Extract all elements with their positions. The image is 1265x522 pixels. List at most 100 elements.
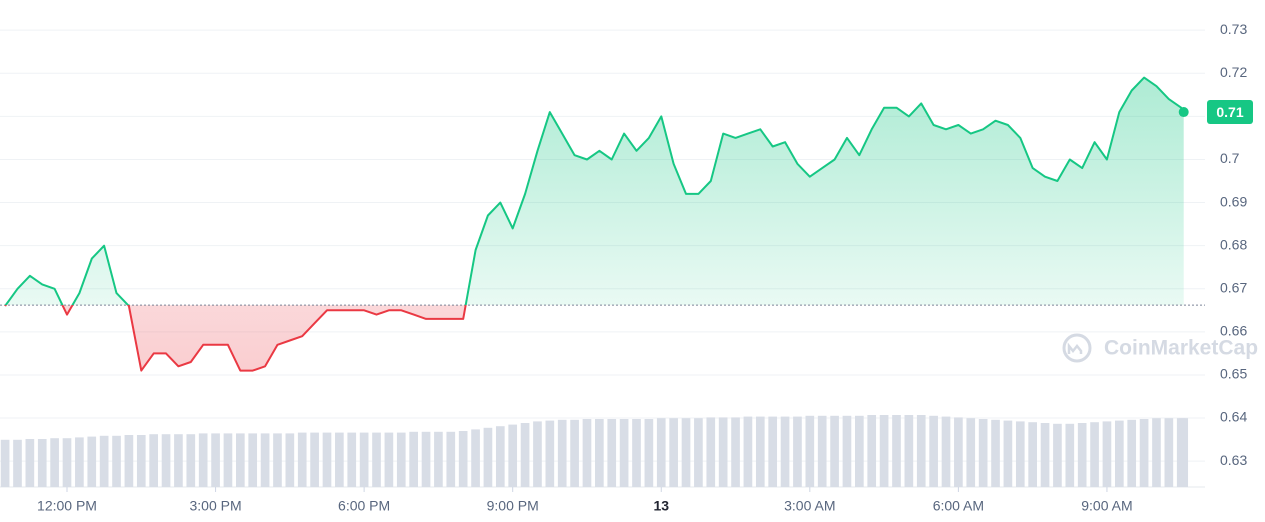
volume-bar [112, 435, 121, 487]
volume-bar [37, 439, 47, 487]
volume-bar [644, 419, 654, 487]
volume-bar [50, 438, 59, 487]
volume-bar [1164, 418, 1174, 487]
y-tick-label: 0.72 [1220, 64, 1247, 80]
volume-bar [743, 416, 753, 487]
volume-bar [656, 418, 666, 487]
volume-bar [409, 431, 418, 487]
volume-bar [681, 418, 691, 487]
volume-bar [1065, 423, 1075, 487]
volume-bar [186, 434, 196, 487]
volume-bar [273, 433, 282, 487]
x-tick-label: 6:00 AM [933, 498, 984, 514]
volume-bar [223, 433, 233, 487]
x-tick-label: 3:00 AM [784, 498, 835, 514]
volume-bar [731, 417, 740, 487]
volume-bar [396, 432, 406, 487]
volume-bar [557, 419, 567, 487]
volume-bar [1090, 422, 1099, 487]
x-tick-label: 9:00 AM [1081, 498, 1132, 514]
volume-bar [87, 436, 97, 487]
volume-bar [545, 420, 555, 487]
watermark-text: CoinMarketCap [1104, 337, 1258, 360]
volume-bar [755, 416, 765, 487]
volume-bar [780, 416, 790, 487]
volume-bar [372, 432, 381, 487]
y-tick-label: 0.65 [1220, 366, 1247, 382]
volume-bar [310, 432, 319, 487]
volume-bar [570, 419, 579, 487]
volume-bar [892, 415, 901, 487]
volume-bar [855, 415, 864, 487]
volume-bar [198, 433, 208, 487]
volume-bar [694, 418, 703, 487]
area-up [5, 77, 1184, 306]
volume-bar [793, 416, 802, 487]
volume-bar [458, 431, 468, 487]
x-tick-label: 3:00 PM [189, 498, 241, 514]
volume-bar [929, 415, 938, 487]
volume-bar [446, 431, 456, 487]
volume-bar [434, 431, 443, 487]
volume-bar [248, 433, 258, 487]
volume-bar [867, 415, 877, 487]
volume-bar [619, 419, 629, 487]
volume-bar [347, 432, 357, 487]
volume-bar [533, 421, 542, 487]
volume-bar [0, 439, 10, 487]
volume-bar [1077, 423, 1087, 487]
volume-bar [1003, 420, 1013, 487]
volume-bar [1053, 423, 1062, 487]
volume-bar [991, 419, 1000, 487]
last-price-tag [1207, 100, 1253, 125]
volume-bar [904, 415, 914, 487]
volume-bar [966, 418, 976, 487]
volume-bar [1114, 420, 1124, 487]
volume-bar [62, 438, 72, 487]
y-tick-label: 0.63 [1220, 452, 1247, 468]
volume-bar [520, 423, 530, 487]
volume-bar [384, 432, 394, 487]
volume-bar [669, 418, 678, 487]
volume-bar [359, 432, 369, 487]
volume-bar [1040, 423, 1050, 487]
volume-bar [260, 433, 270, 487]
volume-bar [941, 416, 951, 487]
volume-bar [471, 429, 480, 487]
volume-bar [805, 415, 815, 487]
volume-bar [136, 435, 146, 487]
volume-bar [1102, 421, 1112, 487]
price-line-up [4, 76, 1185, 306]
volume-bar [607, 419, 617, 487]
volume-bar [830, 415, 839, 487]
volume-bar [632, 419, 641, 487]
y-tick-label: 0.64 [1220, 409, 1247, 425]
x-tick-label: 9:00 PM [487, 498, 539, 514]
volume-bar [174, 434, 183, 487]
volume-bar [161, 434, 171, 487]
volume-bar [1127, 419, 1137, 487]
volume-bar [817, 415, 827, 487]
volume-bar [1139, 419, 1149, 487]
y-tick-label: 0.7 [1220, 150, 1240, 166]
volume-bar [1015, 421, 1025, 487]
last-price-label: 0.71 [1216, 104, 1243, 120]
volume-bar [1179, 418, 1189, 487]
volume-bar [879, 415, 889, 487]
volume-bar [297, 432, 307, 487]
x-tick-label: 13 [653, 498, 669, 514]
volume-bar [954, 417, 963, 487]
y-tick-label: 0.67 [1220, 279, 1247, 295]
volume-bar [1028, 422, 1037, 487]
volume-bar [582, 419, 592, 487]
volume-bar [235, 433, 245, 487]
volume-bar [124, 435, 134, 487]
price-line-down [4, 305, 467, 372]
volume-bar [322, 432, 332, 487]
volume-bar [706, 417, 716, 487]
volume-bar [483, 427, 493, 487]
volume-bar [842, 415, 852, 487]
area-down [5, 305, 466, 371]
